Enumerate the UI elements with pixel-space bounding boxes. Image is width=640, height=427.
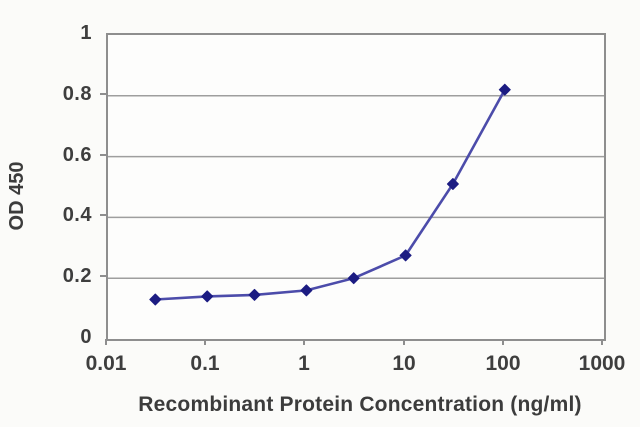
data-point-marker xyxy=(498,83,511,96)
y-tick-label: 1 xyxy=(80,22,92,44)
data-point-marker xyxy=(149,293,162,306)
y-tick-mark xyxy=(100,214,106,216)
x-tick-label: 10 xyxy=(392,352,416,375)
x-tick-mark xyxy=(403,339,405,345)
x-tick-mark xyxy=(303,339,305,345)
y-tick-mark xyxy=(100,154,106,156)
y-tick-label: 0.2 xyxy=(62,265,92,287)
series-line xyxy=(155,89,506,301)
data-point-marker xyxy=(300,284,313,297)
x-tick-label: 1 xyxy=(298,352,310,375)
x-tick-label: 100 xyxy=(485,352,521,375)
data-point-marker xyxy=(347,272,360,285)
y-tick-label: 0.8 xyxy=(62,83,92,105)
x-tick-mark xyxy=(204,339,206,345)
y-tick-label: 0.4 xyxy=(62,204,92,226)
x-tick-mark xyxy=(502,339,504,345)
x-tick-label: 0.1 xyxy=(190,352,220,375)
y-tick-mark xyxy=(100,275,106,277)
y-tick-label: 0.6 xyxy=(62,144,92,166)
x-tick-mark xyxy=(601,339,603,345)
x-tick-label: 1000 xyxy=(578,352,626,375)
plot-area xyxy=(106,33,606,341)
plot-svg xyxy=(108,83,604,306)
x-tick-mark xyxy=(105,339,107,345)
x-axis-title: Recombinant Protein Concentration (ng/ml… xyxy=(138,393,582,416)
data-point-marker xyxy=(399,249,412,262)
data-point-marker xyxy=(248,288,261,301)
x-tick-label: 0.01 xyxy=(85,352,127,375)
y-tick-label: 0 xyxy=(80,326,92,348)
data-point-marker xyxy=(446,178,459,190)
data-point-marker xyxy=(201,290,214,303)
y-tick-mark xyxy=(100,93,106,95)
